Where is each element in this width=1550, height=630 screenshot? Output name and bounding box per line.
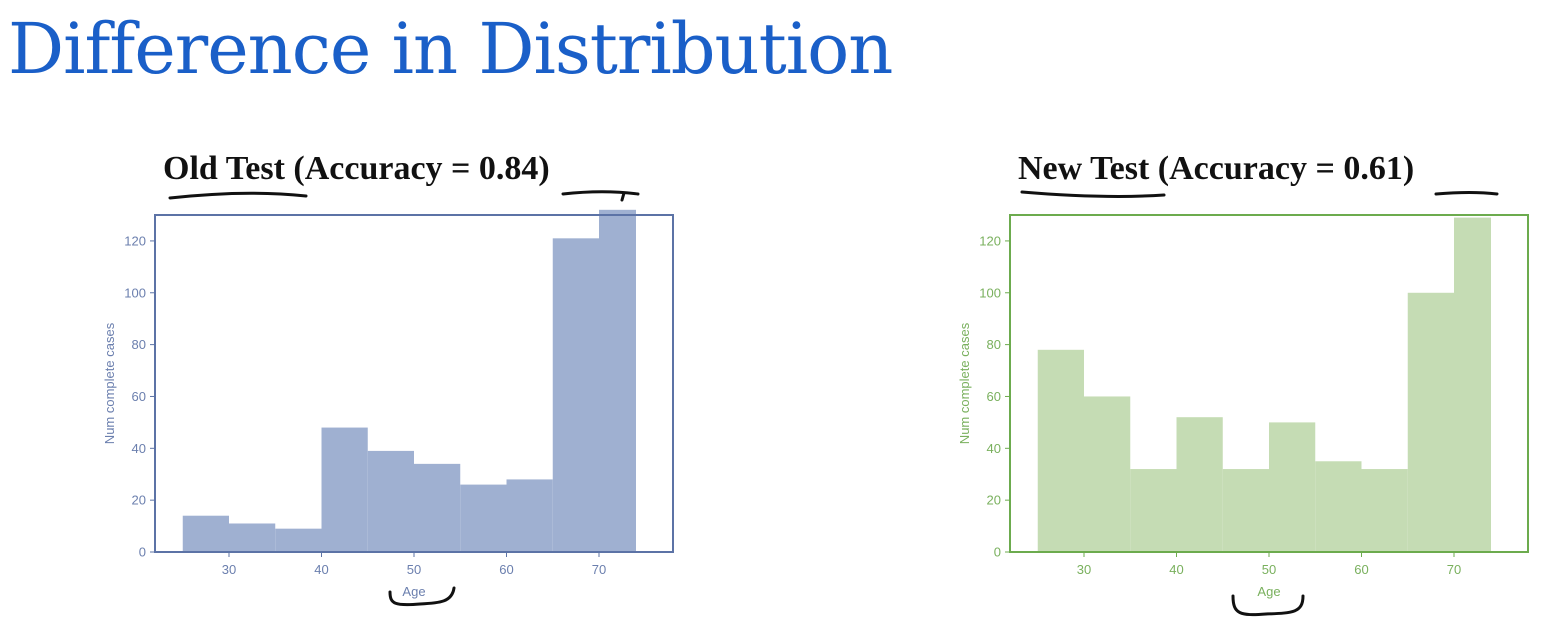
heading-accuracy-value: 0.84 xyxy=(478,150,539,187)
y-tick-label: 120 xyxy=(979,233,1001,248)
x-tick-label: 60 xyxy=(499,562,513,577)
old-test-histogram: 0 20 40 60 80 100 120 30 40 50 60 70 Age Num complete… xyxy=(102,209,674,599)
bar-2 xyxy=(1130,469,1177,552)
bar-4 xyxy=(1222,469,1269,552)
x-tick-label: 50 xyxy=(1262,562,1276,577)
x-tick-label: 30 xyxy=(222,562,236,577)
heading-prefix: (Accuracy = xyxy=(1149,150,1344,187)
y-axis-label: Num complete cases xyxy=(102,322,117,444)
y-tick-label: 100 xyxy=(124,285,146,300)
underline-old-test xyxy=(168,191,308,200)
heading-accuracy-value: 0.61 xyxy=(1343,150,1403,187)
underline-old-accuracy-tick xyxy=(620,191,626,202)
x-tick-label: 70 xyxy=(592,562,606,577)
y-tick-label: 120 xyxy=(124,233,146,248)
bar-1 xyxy=(229,523,276,552)
x-axis-label: Age xyxy=(402,584,425,599)
bar-0 xyxy=(1037,349,1084,552)
underline-old-accuracy xyxy=(561,190,640,196)
bar-8 xyxy=(552,238,599,553)
x-tick-label: 40 xyxy=(314,562,328,577)
bar-3 xyxy=(321,427,368,552)
heading-suffix: ) xyxy=(538,150,550,187)
x-axis-label: Age xyxy=(1257,584,1280,599)
y-tick-label: 100 xyxy=(979,285,1001,300)
bar-2 xyxy=(275,528,322,552)
bar-0 xyxy=(182,515,229,552)
bar-3 xyxy=(1176,417,1223,552)
underline-new-accuracy xyxy=(1434,191,1499,196)
y-tick-label: 0 xyxy=(994,545,1001,560)
y-tick-label: 60 xyxy=(987,389,1001,404)
heading-name: Old Test xyxy=(163,150,285,187)
x-tick-label: 50 xyxy=(407,562,421,577)
bar-1 xyxy=(1084,396,1131,552)
x-tick-label: 30 xyxy=(1077,562,1091,577)
underline-new-test xyxy=(1020,190,1166,198)
bar-6 xyxy=(1315,461,1362,552)
bar-4 xyxy=(367,450,414,552)
heading-suffix: ) xyxy=(1402,150,1415,187)
y-tick-label: 80 xyxy=(132,337,146,352)
bar-9 xyxy=(1454,217,1491,552)
bar-5 xyxy=(1269,422,1316,552)
panel-heading-new-test: New Test (Accuracy = 0.61) xyxy=(1018,150,1414,188)
bar-8 xyxy=(1407,292,1454,552)
y-tick-label: 80 xyxy=(987,337,1001,352)
y-tick-label: 60 xyxy=(132,389,146,404)
bar-7 xyxy=(506,479,553,552)
x-tick-label: 60 xyxy=(1354,562,1368,577)
y-tick-label: 40 xyxy=(132,441,146,456)
bar-7 xyxy=(1361,469,1408,552)
bar-9 xyxy=(599,209,636,553)
y-axis-label: Num complete cases xyxy=(957,322,972,444)
x-tick-label: 40 xyxy=(1169,562,1183,577)
heading-prefix: (Accuracy = xyxy=(284,150,479,187)
bar-5 xyxy=(414,463,461,552)
y-tick-label: 20 xyxy=(132,493,146,508)
slide-title: Difference in Distribution xyxy=(8,8,893,90)
x-tick-label: 70 xyxy=(1447,562,1461,577)
y-tick-label: 40 xyxy=(987,441,1001,456)
panel-heading-old-test: Old Test (Accuracy = 0.84) xyxy=(163,150,550,188)
heading-name: New Test xyxy=(1018,150,1150,187)
new-test-histogram: 0 20 40 60 80 100 120 30 40 50 60 70 Age Num complete… xyxy=(957,214,1529,599)
bar-6 xyxy=(460,484,507,552)
y-tick-label: 0 xyxy=(139,545,146,560)
y-tick-label: 20 xyxy=(987,493,1001,508)
